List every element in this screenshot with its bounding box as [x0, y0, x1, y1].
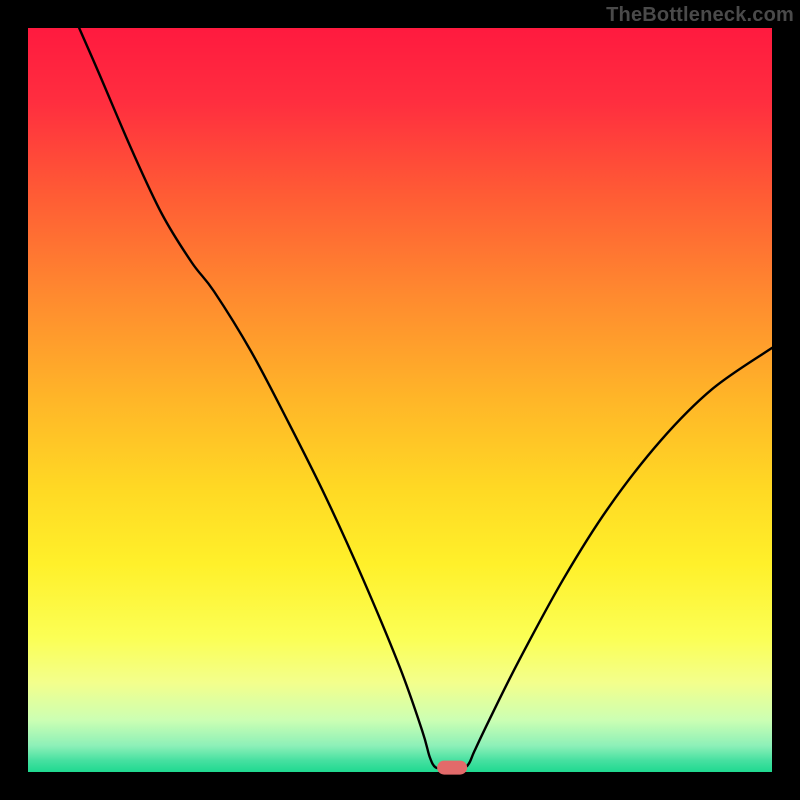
- plot-area: [28, 28, 772, 772]
- curve-svg: [28, 28, 772, 772]
- watermark-text: TheBottleneck.com: [606, 4, 794, 27]
- bottleneck-chart: { "meta": { "watermark_text": "TheBottle…: [0, 0, 800, 800]
- bottleneck-curve-path: [73, 13, 772, 768]
- optimal-point-marker: [437, 760, 467, 775]
